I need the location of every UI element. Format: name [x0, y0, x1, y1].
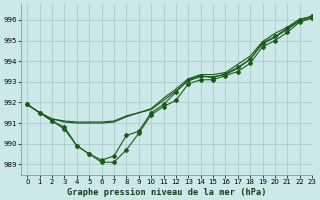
X-axis label: Graphe pression niveau de la mer (hPa): Graphe pression niveau de la mer (hPa): [67, 188, 266, 197]
